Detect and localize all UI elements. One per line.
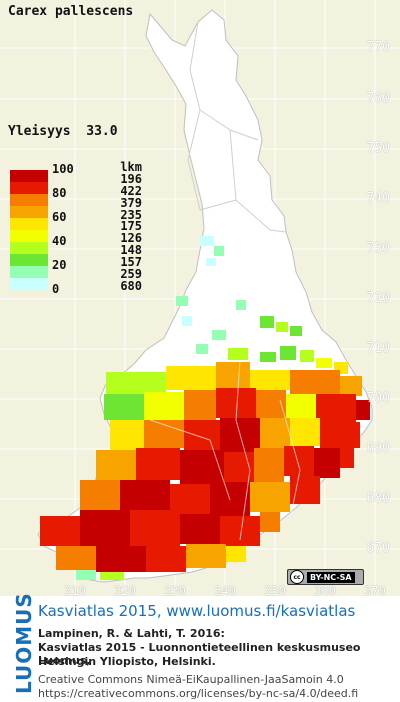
footer — [0, 596, 400, 702]
y-tick-label: 710 — [366, 341, 390, 356]
citation-line: Helsingin Yliopisto, Helsinki. — [38, 655, 216, 668]
y-tick-label: 680 — [366, 491, 390, 506]
cell-borders — [149, 359, 301, 541]
legend-count: 235 — [120, 207, 142, 222]
legend-count: 422 — [120, 183, 142, 198]
legend-count: 157 — [120, 255, 142, 270]
cc-badge-label: BY-NC-SA — [307, 571, 355, 583]
legend-count: 379 — [120, 195, 142, 210]
license-text: Creative Commons Nimeä-EiKaupallinen-Jaa… — [38, 673, 344, 686]
y-tick-label: 720 — [366, 291, 390, 306]
y-tick-label: 740 — [366, 191, 390, 206]
legend-swatch — [10, 278, 48, 290]
legend-count: 259 — [120, 267, 142, 282]
province-borders — [187, 21, 287, 233]
legend-count: 196 — [120, 171, 142, 186]
frequency-readout: Yleisyys 33.0 — [8, 124, 118, 139]
y-tick-label: 730 — [366, 241, 390, 256]
x-tick-label: 310 — [64, 584, 86, 598]
frequency-label: Yleisyys — [8, 124, 71, 139]
legend-count: 126 — [120, 231, 142, 246]
legend-count: 148 — [120, 243, 142, 258]
citation-line: Kasviatlas 2015 - Luonnontieteellinen ke… — [38, 641, 361, 667]
legend-percent: 40 — [52, 234, 67, 248]
legend-swatch — [10, 230, 48, 242]
legend-swatches — [10, 170, 48, 290]
legend-swatch — [10, 266, 48, 278]
legend-percent: 0 — [52, 282, 60, 296]
x-tick-label: 370 — [364, 584, 386, 598]
citation-line: Lampinen, R. & Lahti, T. 2016: — [38, 627, 225, 640]
license-url[interactable]: https://creativecommons.org/licenses/by-… — [38, 687, 359, 700]
legend-percent: 100 — [52, 162, 74, 176]
legend-count: 680 — [120, 278, 142, 293]
legend-swatch — [10, 206, 48, 218]
species-name: Carex pallescens — [8, 4, 134, 19]
y-tick-label: 670 — [366, 541, 390, 556]
atlas-title-link[interactable]: Kasviatlas 2015, www.luomus.fi/kasviatla… — [38, 602, 356, 620]
legend-count: 175 — [120, 219, 142, 234]
x-tick-label: 330 — [164, 584, 186, 598]
y-tick-label: 750 — [366, 141, 390, 156]
x-tick-label: 350 — [264, 584, 286, 598]
legend-percent: 60 — [52, 210, 67, 224]
legend-swatch — [10, 218, 48, 230]
x-tick-label: 360 — [314, 584, 336, 598]
cc-license-badge[interactable]: cc BY-NC-SA — [287, 569, 364, 585]
luomus-logo: LUOMUS — [12, 592, 36, 694]
occurrence-cells — [40, 236, 370, 580]
legend-count-header: lkm — [120, 160, 142, 174]
legend-swatch — [10, 170, 48, 182]
y-tick-label: 770 — [366, 40, 390, 55]
frequency-value: 33.0 — [86, 124, 118, 139]
x-tick-label: 340 — [214, 584, 236, 598]
y-tick-label: 700 — [366, 391, 390, 406]
legend-percent: 20 — [52, 258, 67, 272]
legend-swatch — [10, 194, 48, 206]
legend-swatch — [10, 182, 48, 194]
legend-swatch — [10, 254, 48, 266]
y-tick-label: 690 — [366, 441, 390, 456]
legend-counts: lkm 196 422 379 235 175 126 148 157 259 … — [112, 160, 142, 293]
legend-percent-labels: 100 80 60 40 20 0 — [52, 162, 74, 306]
x-tick-label: 320 — [114, 584, 136, 598]
y-tick-label: 760 — [366, 91, 390, 106]
legend-swatch — [10, 242, 48, 254]
distribution-map — [0, 0, 400, 600]
cc-icon: cc — [290, 570, 304, 584]
legend-percent: 80 — [52, 186, 67, 200]
